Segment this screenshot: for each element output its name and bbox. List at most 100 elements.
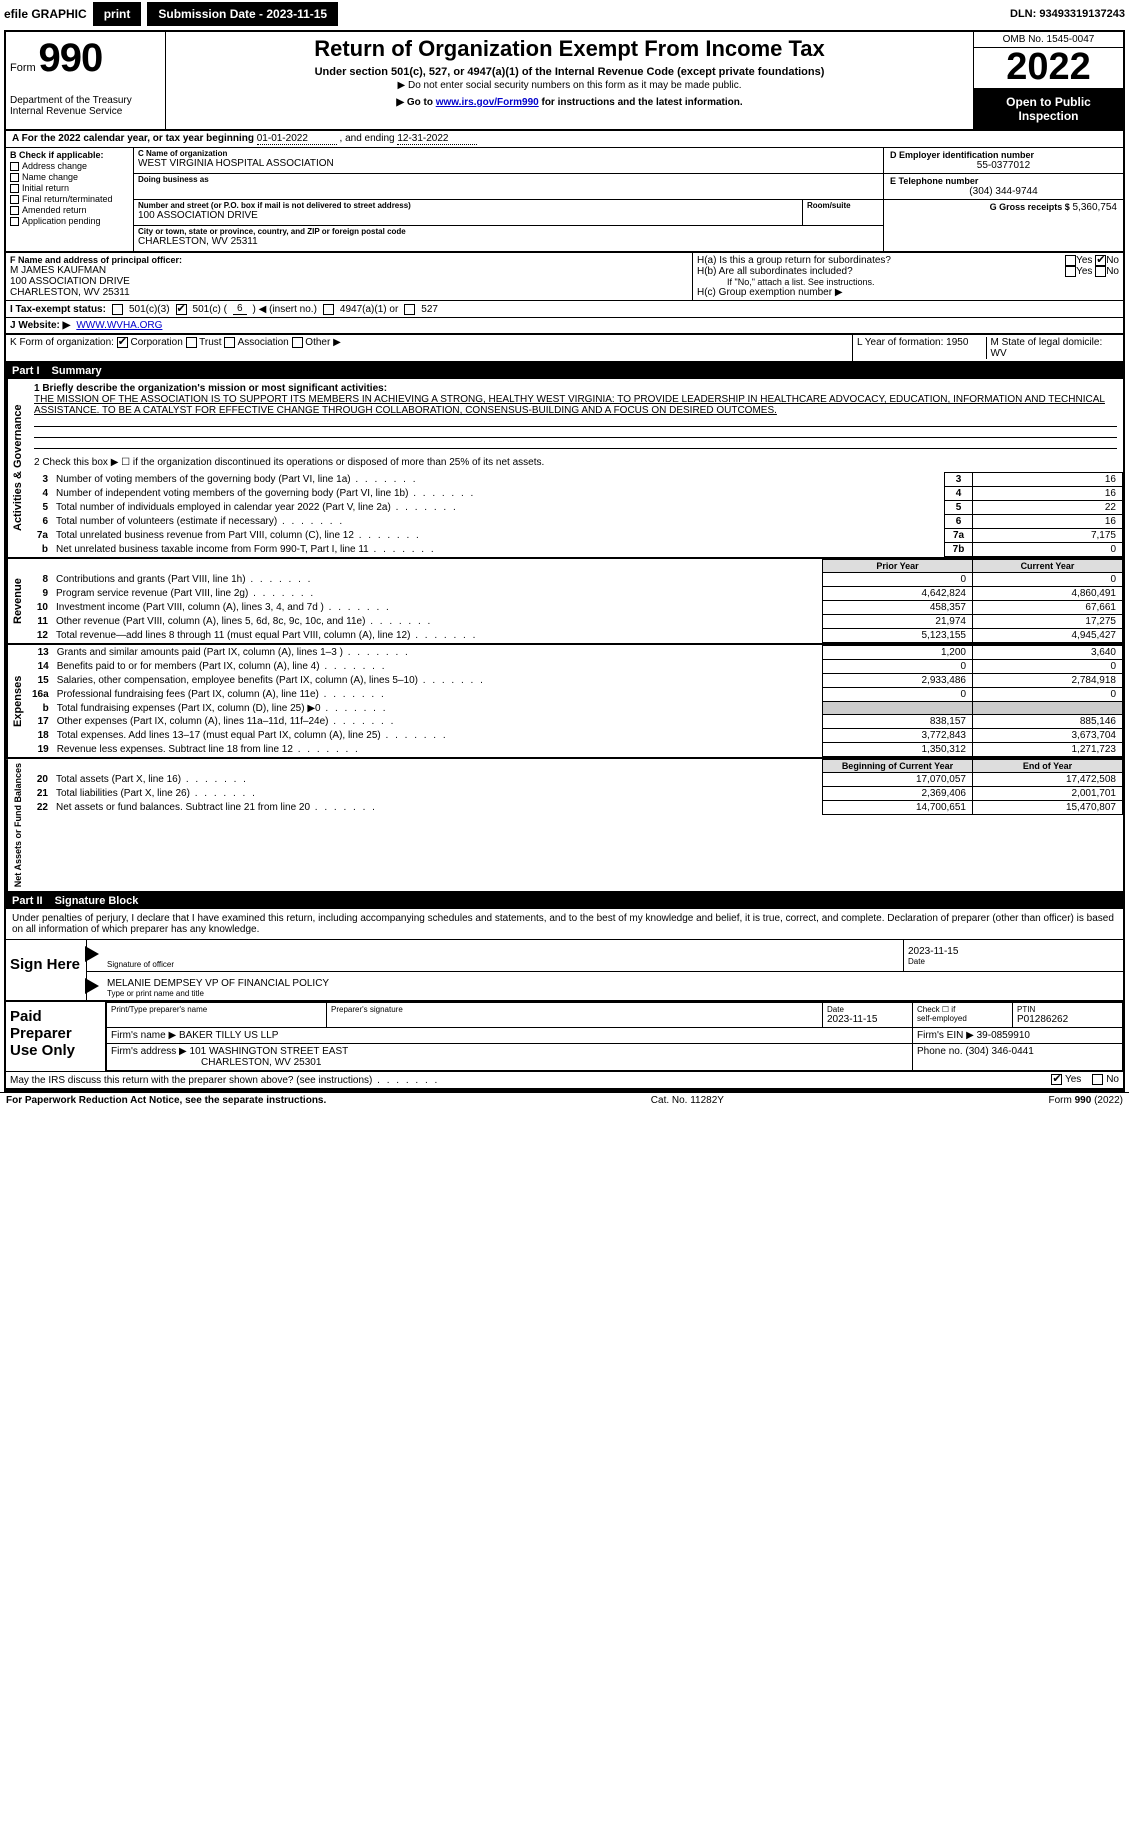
- table-row: Beginning of Current YearEnd of Year: [28, 760, 1123, 773]
- paid-preparer-label: Paid Preparer Use Only: [6, 1002, 106, 1071]
- paid-preparer-grid: Paid Preparer Use Only Print/Type prepar…: [6, 1000, 1123, 1071]
- activities-table: 3Number of voting members of the governi…: [28, 472, 1123, 557]
- opt-assoc: Association: [238, 337, 289, 348]
- part1-title: Summary: [52, 365, 102, 377]
- state-domicile: WV: [991, 348, 1007, 359]
- h-a-label: H(a) Is this a group return for subordin…: [697, 255, 891, 266]
- org-name: WEST VIRGINIA HOSPITAL ASSOCIATION: [138, 158, 879, 169]
- signature-intro: Under penalties of perjury, I declare th…: [6, 909, 1123, 939]
- opt-501c3: 501(c)(3): [129, 304, 170, 315]
- topbar: efile GRAPHIC print Submission Date - 20…: [0, 0, 1129, 28]
- sig-name-value: MELANIE DEMPSEY VP OF FINANCIAL POLICY: [107, 978, 1119, 989]
- part1-num: Part I: [12, 365, 40, 377]
- chk-application-pending[interactable]: Application pending: [10, 216, 129, 226]
- form-link-line: ▶ Go to www.irs.gov/Form990 for instruct…: [172, 97, 967, 108]
- firm-ein-value: 39-0859910: [977, 1030, 1030, 1041]
- checkbox-checked-icon[interactable]: [1051, 1074, 1062, 1085]
- room-cell: Room/suite: [803, 200, 883, 226]
- checkbox-icon[interactable]: [1065, 255, 1076, 266]
- table-row: Print/Type preparer's name Preparer's si…: [107, 1003, 1123, 1028]
- checkbox-icon[interactable]: [1095, 266, 1106, 277]
- city-label: City or town, state or province, country…: [138, 227, 879, 236]
- checkbox-icon[interactable]: [112, 304, 123, 315]
- form-number: 990: [38, 36, 102, 80]
- opt-501c-post: ) ◀ (insert no.): [253, 304, 317, 315]
- box-f: F Name and address of principal officer:…: [6, 253, 693, 300]
- h-c-label: H(c) Group exemption number ▶: [697, 287, 843, 298]
- table-row: 19Revenue less expenses. Subtract line 1…: [28, 743, 1123, 757]
- form-word: Form: [10, 62, 36, 74]
- footer-form-no: 990: [1075, 1095, 1092, 1106]
- box-i-label: I Tax-exempt status:: [10, 304, 106, 315]
- officer-addr1: 100 ASSOCIATION DRIVE: [10, 276, 688, 287]
- checkbox-icon[interactable]: [1092, 1074, 1103, 1085]
- dept-treasury: Department of the Treasury: [10, 95, 161, 106]
- chk-final-return[interactable]: Final return/terminated: [10, 194, 129, 204]
- street-cell: Number and street (or P.O. box if mail i…: [134, 200, 803, 226]
- no-label: No: [1106, 1075, 1119, 1086]
- sig-date-label: Date: [908, 957, 1119, 966]
- chk-label: Amended return: [22, 205, 87, 215]
- irs-link[interactable]: www.irs.gov/Form990: [436, 97, 539, 108]
- part1-activities: Activities & Governance 1 Briefly descri…: [6, 379, 1123, 559]
- chk-name-change[interactable]: Name change: [10, 172, 129, 182]
- table-row: 6Total number of volunteers (estimate if…: [28, 515, 1123, 529]
- checkbox-icon[interactable]: [224, 337, 235, 348]
- checkbox-icon[interactable]: [186, 337, 197, 348]
- tax-year-end: 12-31-2022: [397, 133, 477, 145]
- line-a-mid: , and ending: [340, 133, 398, 144]
- checkbox-checked-icon[interactable]: [176, 304, 187, 315]
- prep-date-label: Date: [827, 1005, 908, 1014]
- chk-initial-return[interactable]: Initial return: [10, 183, 129, 193]
- fh-row: F Name and address of principal officer:…: [6, 253, 1123, 301]
- print-button[interactable]: print: [93, 2, 142, 26]
- checkbox-checked-icon[interactable]: [1095, 255, 1106, 266]
- line2-text: 2 Check this box ▶ ☐ if the organization…: [28, 453, 1123, 472]
- checkbox-checked-icon[interactable]: [117, 337, 128, 348]
- checkbox-icon[interactable]: [404, 304, 415, 315]
- table-row: Firm's address ▶ 101 WASHINGTON STREET E…: [107, 1044, 1123, 1071]
- yes-label: Yes: [1076, 266, 1092, 277]
- dba-cell: Doing business as: [134, 174, 883, 200]
- chk-address-change[interactable]: Address change: [10, 161, 129, 171]
- page-footer: For Paperwork Reduction Act Notice, see …: [0, 1092, 1129, 1108]
- form-990-frame: Form 990 Department of the Treasury Inte…: [4, 30, 1125, 1092]
- city-value: CHARLESTON, WV 25311: [138, 236, 879, 247]
- firm-addr1: 101 WASHINGTON STREET EAST: [190, 1046, 349, 1057]
- table-row: 4Number of independent voting members of…: [28, 487, 1123, 501]
- form-subtitle: Under section 501(c), 527, or 4947(a)(1)…: [172, 66, 967, 78]
- checkbox-icon[interactable]: [323, 304, 334, 315]
- part2-num: Part II: [12, 895, 43, 907]
- table-row: 16aProfessional fundraising fees (Part I…: [28, 688, 1123, 702]
- box-k: K Form of organization: Corporation Trus…: [6, 335, 853, 361]
- table-row: 7aTotal unrelated business revenue from …: [28, 529, 1123, 543]
- phone-label: E Telephone number: [890, 176, 1117, 186]
- website-link[interactable]: WWW.WVHA.ORG: [76, 320, 162, 331]
- street-label: Number and street (or P.O. box if mail i…: [138, 201, 798, 210]
- part2-header: Part II Signature Block: [6, 893, 1123, 909]
- netassets-table: Beginning of Current YearEnd of Year20To…: [28, 759, 1123, 815]
- link-post: for instructions and the latest informat…: [539, 97, 743, 108]
- table-row: 13Grants and similar amounts paid (Part …: [28, 646, 1123, 660]
- table-row: 9Program service revenue (Part VIII, lin…: [28, 587, 1123, 601]
- tax-year-begin: 01-01-2022: [257, 133, 337, 145]
- checkbox-icon: [10, 206, 19, 215]
- line1-label: 1 Briefly describe the organization's mi…: [28, 379, 1123, 453]
- checkbox-icon: [10, 173, 19, 182]
- ein-cell: D Employer identification number 55-0377…: [884, 148, 1123, 174]
- box-m-label: M State of legal domicile:: [991, 337, 1103, 348]
- box-c: C Name of organization WEST VIRGINIA HOS…: [134, 148, 883, 251]
- chk-label: Final return/terminated: [22, 194, 113, 204]
- prep-selfemp-a: Check ☐ if: [917, 1005, 1008, 1014]
- prep-name-label: Print/Type preparer's name: [111, 1005, 322, 1014]
- firm-ein-label: Firm's EIN ▶: [917, 1030, 974, 1041]
- checkbox-icon[interactable]: [1065, 266, 1076, 277]
- prep-date-value: 2023-11-15: [827, 1014, 908, 1025]
- table-row: Prior YearCurrent Year: [28, 560, 1123, 573]
- checkbox-icon[interactable]: [292, 337, 303, 348]
- submission-date-button[interactable]: Submission Date - 2023-11-15: [147, 2, 338, 26]
- may-discuss-label: May the IRS discuss this return with the…: [10, 1075, 372, 1086]
- sig-date-value: 2023-11-15: [908, 946, 1119, 957]
- chk-amended-return[interactable]: Amended return: [10, 205, 129, 215]
- side-activities: Activities & Governance: [6, 379, 28, 557]
